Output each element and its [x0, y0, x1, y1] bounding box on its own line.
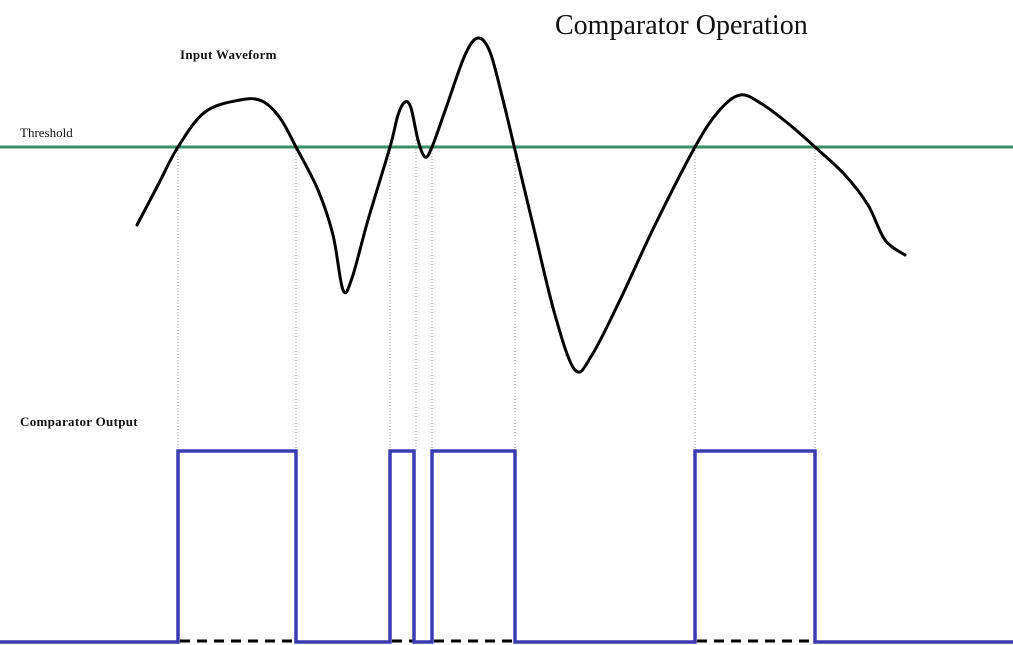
input-waveform	[135, 36, 907, 374]
title: Comparator Operation	[555, 10, 808, 41]
threshold-label: Threshold	[20, 125, 73, 140]
input-label: Input Waveform	[180, 47, 277, 62]
output-label: Comparator Output	[20, 414, 138, 429]
comparator-output	[0, 449, 1013, 644]
crossing-guides	[177, 140, 816, 451]
